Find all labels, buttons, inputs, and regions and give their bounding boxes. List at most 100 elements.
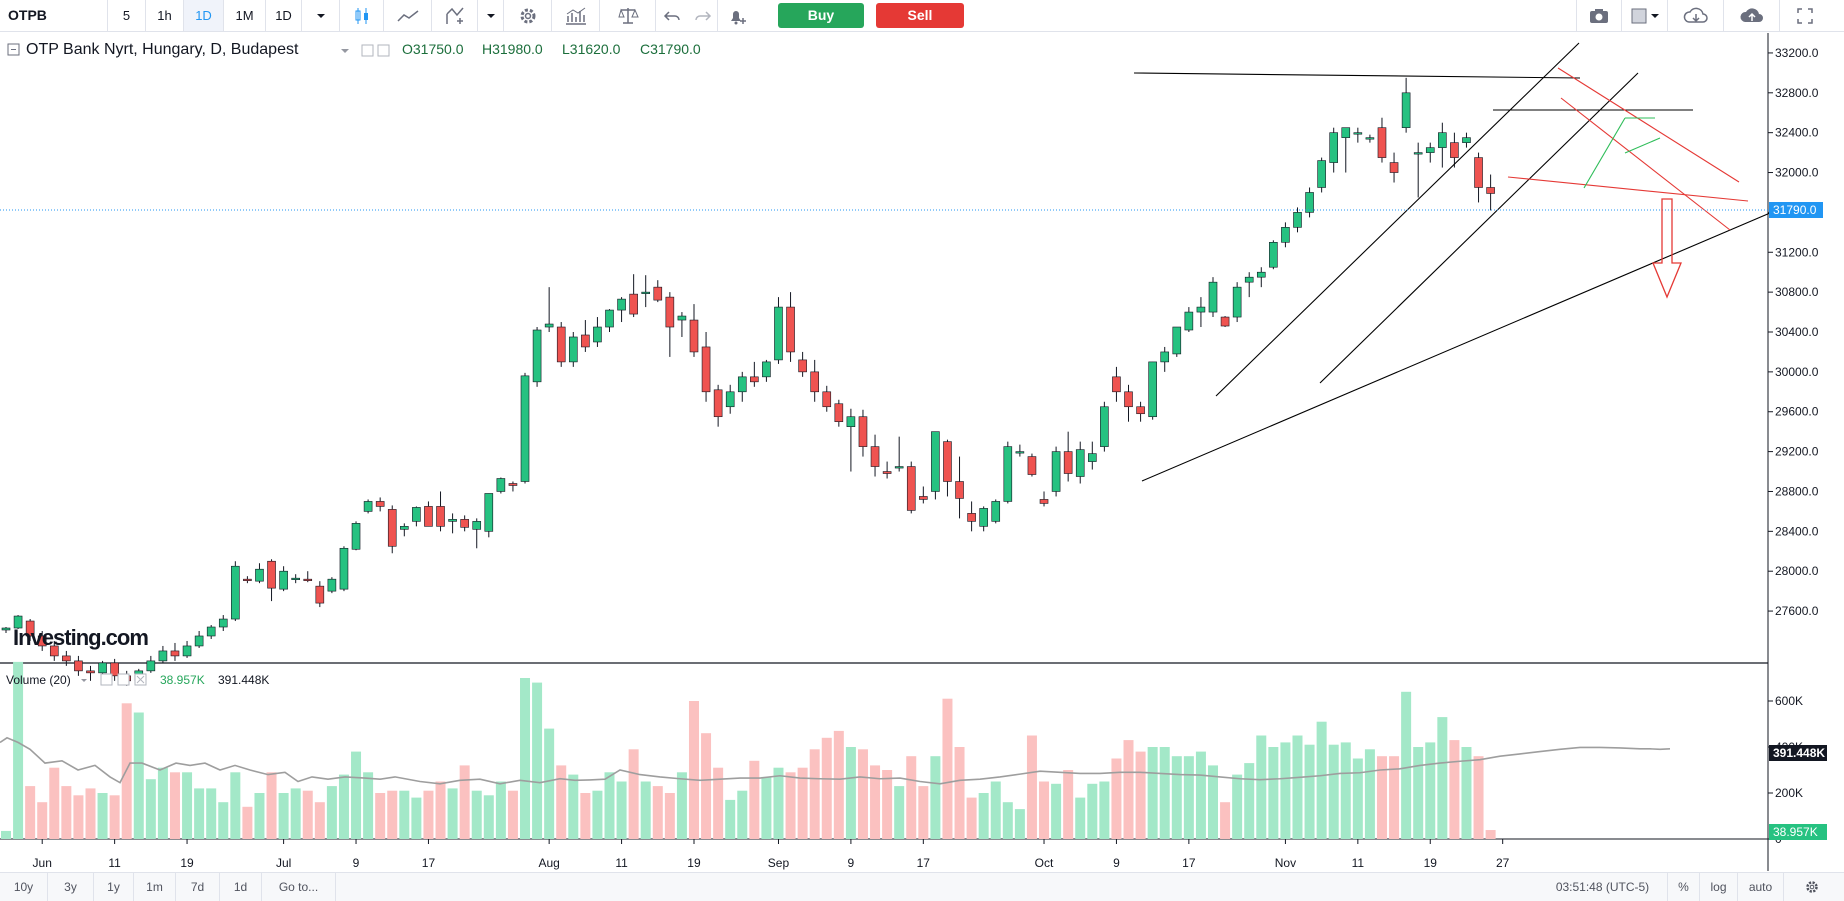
- candle[interactable]: [701, 332, 711, 402]
- candle[interactable]: [822, 385, 832, 412]
- candle[interactable]: [737, 371, 747, 402]
- volume-bar[interactable]: [302, 790, 313, 839]
- volume-bar[interactable]: [471, 790, 482, 839]
- volume-bar[interactable]: [1, 830, 11, 839]
- candle[interactable]: [62, 650, 71, 666]
- volume-bar[interactable]: [1389, 756, 1400, 839]
- volume-bar[interactable]: [1159, 747, 1170, 839]
- volume-bar[interactable]: [918, 786, 929, 839]
- interval-1h[interactable]: 1h: [146, 0, 184, 31]
- candle[interactable]: [13, 615, 23, 630]
- candle[interactable]: [532, 327, 542, 387]
- volume-bar[interactable]: [363, 772, 374, 839]
- volume-bar[interactable]: [1401, 691, 1412, 839]
- volume-bar[interactable]: [1316, 721, 1327, 839]
- volume-bar[interactable]: [483, 795, 494, 839]
- candle[interactable]: [1015, 444, 1025, 457]
- chevron-down-icon[interactable]: [478, 0, 504, 31]
- candle[interactable]: [182, 640, 192, 658]
- chevron-down-icon[interactable]: [302, 0, 340, 31]
- interval-1m[interactable]: 1M: [224, 0, 266, 31]
- sell-button[interactable]: Sell: [876, 3, 964, 28]
- trend-line[interactable]: [1583, 117, 1626, 189]
- volume-bar[interactable]: [314, 802, 325, 839]
- volume-bar[interactable]: [833, 730, 844, 839]
- candle[interactable]: [49, 640, 59, 661]
- volume-bar[interactable]: [942, 698, 953, 839]
- volume-bar[interactable]: [411, 797, 422, 839]
- candle[interactable]: [146, 655, 156, 673]
- settings-icon[interactable]: [377, 44, 390, 57]
- candle[interactable]: [363, 499, 373, 514]
- candle[interactable]: [1124, 384, 1133, 422]
- volume-bar[interactable]: [25, 786, 36, 839]
- volume-bar[interactable]: [169, 772, 180, 839]
- candle[interactable]: [798, 351, 807, 377]
- volume-bar[interactable]: [556, 765, 567, 839]
- volume-bar[interactable]: [459, 765, 470, 839]
- volume-bar[interactable]: [894, 786, 905, 839]
- volume-bar[interactable]: [1461, 747, 1472, 839]
- layout-icon[interactable]: [1622, 0, 1668, 31]
- volume-bar[interactable]: [954, 747, 965, 839]
- volume-bar[interactable]: [1304, 744, 1315, 839]
- volume-bar[interactable]: [157, 767, 168, 839]
- candle[interactable]: [1196, 297, 1206, 328]
- candle[interactable]: [484, 493, 494, 538]
- volume-bar[interactable]: [37, 802, 48, 839]
- volume-bar[interactable]: [809, 749, 820, 839]
- candle[interactable]: [665, 292, 675, 357]
- volume-bar[interactable]: [1195, 751, 1206, 839]
- volume-bar[interactable]: [845, 747, 856, 839]
- range-3y[interactable]: 3y: [48, 873, 94, 901]
- volume-bar[interactable]: [737, 790, 748, 839]
- interval-dropdown[interactable]: 1D: [266, 0, 302, 31]
- volume-bar[interactable]: [773, 767, 784, 839]
- candle[interactable]: [243, 576, 252, 584]
- volume-bar[interactable]: [242, 806, 253, 839]
- candle[interactable]: [1474, 152, 1483, 203]
- candle[interactable]: [387, 505, 397, 554]
- volume-bar[interactable]: [254, 793, 265, 839]
- candle[interactable]: [1462, 132, 1471, 148]
- volume-bar[interactable]: [616, 781, 627, 840]
- volume-bar[interactable]: [13, 661, 24, 839]
- candle[interactable]: [231, 561, 240, 622]
- candle[interactable]: [762, 359, 771, 382]
- candle[interactable]: [1293, 207, 1302, 233]
- candle[interactable]: [1063, 431, 1073, 482]
- cloud-download-icon[interactable]: [1668, 0, 1724, 31]
- trend-line[interactable]: [1624, 137, 1661, 154]
- candle[interactable]: [1425, 142, 1435, 163]
- interval-5[interactable]: 5: [108, 0, 146, 31]
- candle[interactable]: [339, 546, 349, 592]
- volume-bar[interactable]: [423, 790, 434, 839]
- candle[interactable]: [581, 320, 590, 352]
- volume-bar[interactable]: [1183, 756, 1194, 839]
- volume-bar[interactable]: [194, 788, 205, 839]
- candle[interactable]: [629, 274, 638, 318]
- candle[interactable]: [496, 477, 506, 494]
- candle[interactable]: [750, 361, 759, 387]
- trend-line[interactable]: [1560, 97, 1731, 231]
- volume-bar[interactable]: [1123, 740, 1134, 839]
- volume-bar[interactable]: [1485, 830, 1496, 839]
- compare-icon[interactable]: [432, 0, 478, 31]
- volume-bar[interactable]: [435, 781, 446, 840]
- candle[interactable]: [1486, 174, 1495, 211]
- candle[interactable]: [1136, 401, 1145, 422]
- volume-bar[interactable]: [1075, 797, 1086, 839]
- range-1d[interactable]: 1d: [220, 873, 262, 901]
- candle[interactable]: [593, 317, 602, 347]
- volume-bar[interactable]: [1292, 735, 1303, 840]
- candle[interactable]: [400, 523, 409, 537]
- volume-bar[interactable]: [725, 799, 736, 839]
- candle[interactable]: [448, 513, 457, 534]
- volume-bar[interactable]: [73, 795, 84, 839]
- candle[interactable]: [967, 501, 976, 532]
- candle[interactable]: [979, 506, 988, 532]
- candle[interactable]: [255, 563, 264, 584]
- eye-icon[interactable]: [361, 44, 374, 57]
- volume-bar[interactable]: [664, 793, 675, 839]
- candle[interactable]: [882, 461, 892, 479]
